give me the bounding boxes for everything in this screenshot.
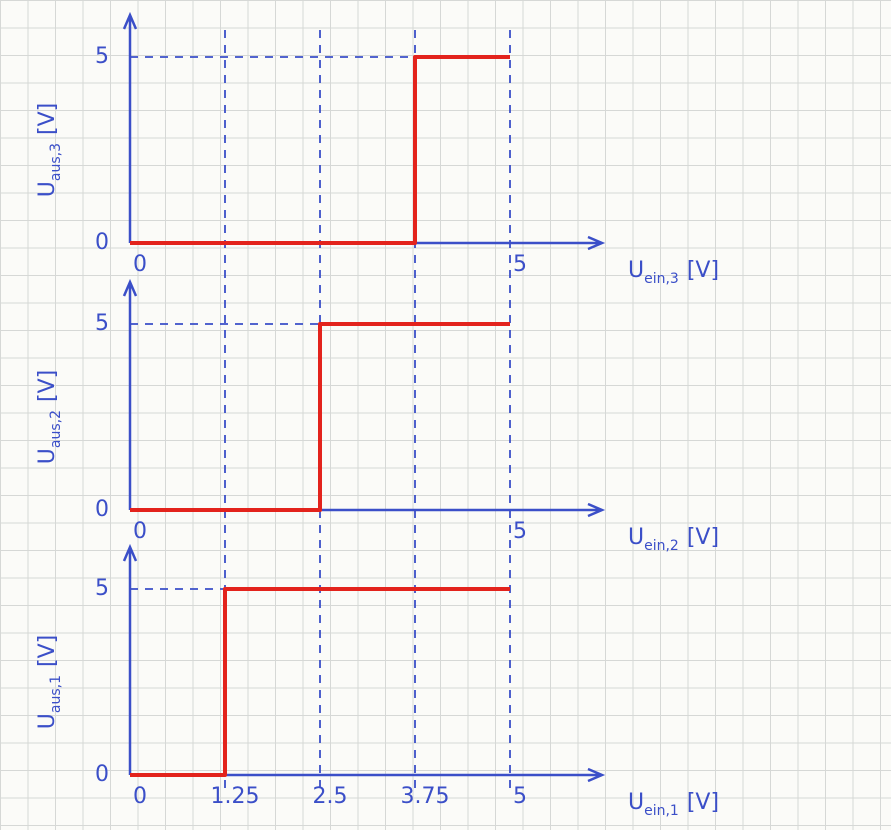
x-axis-label: Uein,2 [V] [628, 525, 719, 554]
y-tick-label: 5 [95, 576, 109, 601]
y-tick-label: 5 [95, 44, 109, 69]
x-tick-label: 2.5 [313, 784, 348, 809]
step-line [130, 324, 510, 510]
y-tick-label: 0 [95, 762, 109, 787]
x-tick-label: 5 [513, 519, 527, 544]
y-tick-label: 5 [95, 311, 109, 336]
y-axis-label: Uaus,3 [V] [35, 103, 64, 197]
y-tick-label: 0 [95, 230, 109, 255]
y-axis-label: Uaus,1 [V] [35, 635, 64, 729]
y-axis [124, 547, 136, 775]
label-subscript: aus,1 [48, 675, 64, 713]
x-tick-label: 0 [133, 519, 147, 544]
label-unit: [V] [687, 525, 719, 550]
label-symbol: U [628, 790, 644, 815]
label-unit: [V] [687, 790, 719, 815]
label-unit: [V] [35, 103, 60, 135]
label-subscript: aus,2 [48, 410, 64, 448]
label-symbol: U [628, 525, 644, 550]
y-axis [124, 282, 136, 510]
label-subscript: ein,2 [644, 538, 679, 554]
x-tick-label: 0 [133, 784, 147, 809]
label-unit: [V] [687, 258, 719, 283]
label-unit: [V] [35, 635, 60, 667]
label-symbol: U [35, 181, 60, 197]
y-axis [124, 15, 136, 243]
x-axis-label: Uein,3 [V] [628, 258, 719, 287]
label-symbol: U [35, 448, 60, 464]
label-subscript: ein,1 [644, 803, 679, 819]
y-tick-label: 0 [95, 497, 109, 522]
label-subscript: aus,3 [48, 143, 64, 181]
y-axis-label: Uaus,2 [V] [35, 370, 64, 464]
x-tick-label: 3.75 [401, 784, 450, 809]
label-unit: [V] [35, 370, 60, 402]
x-tick-label: 1.25 [211, 784, 260, 809]
label-symbol: U [628, 258, 644, 283]
x-axis-label: Uein,1 [V] [628, 790, 719, 819]
x-tick-label: 0 [133, 252, 147, 277]
label-symbol: U [35, 713, 60, 729]
x-tick-label: 5 [513, 252, 527, 277]
label-subscript: ein,3 [644, 271, 679, 287]
chart: 0505Uein,3[V]Uaus,3[V]0505Uein,2[V]Uaus,… [0, 0, 891, 830]
x-tick-label: 5 [513, 784, 527, 809]
paper: 0505Uein,3[V]Uaus,3[V]0505Uein,2[V]Uaus,… [0, 0, 891, 830]
